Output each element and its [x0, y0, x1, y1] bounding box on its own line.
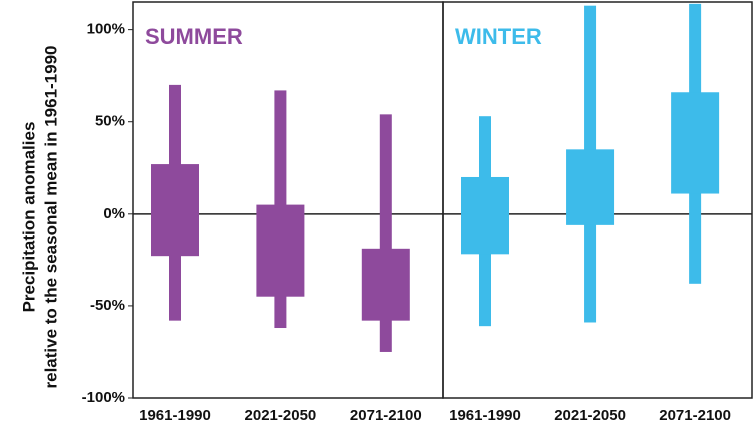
- x-tick-label: 1961-1990: [139, 407, 211, 424]
- box: [256, 204, 305, 297]
- y-axis-label: relative to the seasonal mean in 1961-19…: [41, 45, 60, 388]
- box: [461, 176, 509, 255]
- panel-label: SUMMER: [145, 24, 243, 49]
- y-tick-label: 50%: [95, 113, 125, 130]
- box: [361, 248, 410, 321]
- x-tick-label: 2071-2100: [350, 407, 422, 424]
- y-axis-label: Precipitation anomalies: [19, 122, 38, 313]
- panel-frame: [442, 1, 753, 399]
- x-tick-label: 2021-2050: [554, 407, 626, 424]
- y-tick-label: 0%: [103, 205, 125, 222]
- y-tick-label: -50%: [90, 297, 125, 314]
- y-tick-label: 100%: [87, 21, 125, 38]
- box: [151, 164, 199, 257]
- y-tick-label: -100%: [82, 389, 125, 406]
- x-tick-label: 2071-2100: [659, 407, 731, 424]
- x-tick-label: 2021-2050: [245, 407, 317, 424]
- x-tick-label: 1961-1990: [449, 407, 521, 424]
- panel-label: WINTER: [455, 24, 542, 49]
- box: [671, 92, 720, 194]
- box: [566, 149, 615, 225]
